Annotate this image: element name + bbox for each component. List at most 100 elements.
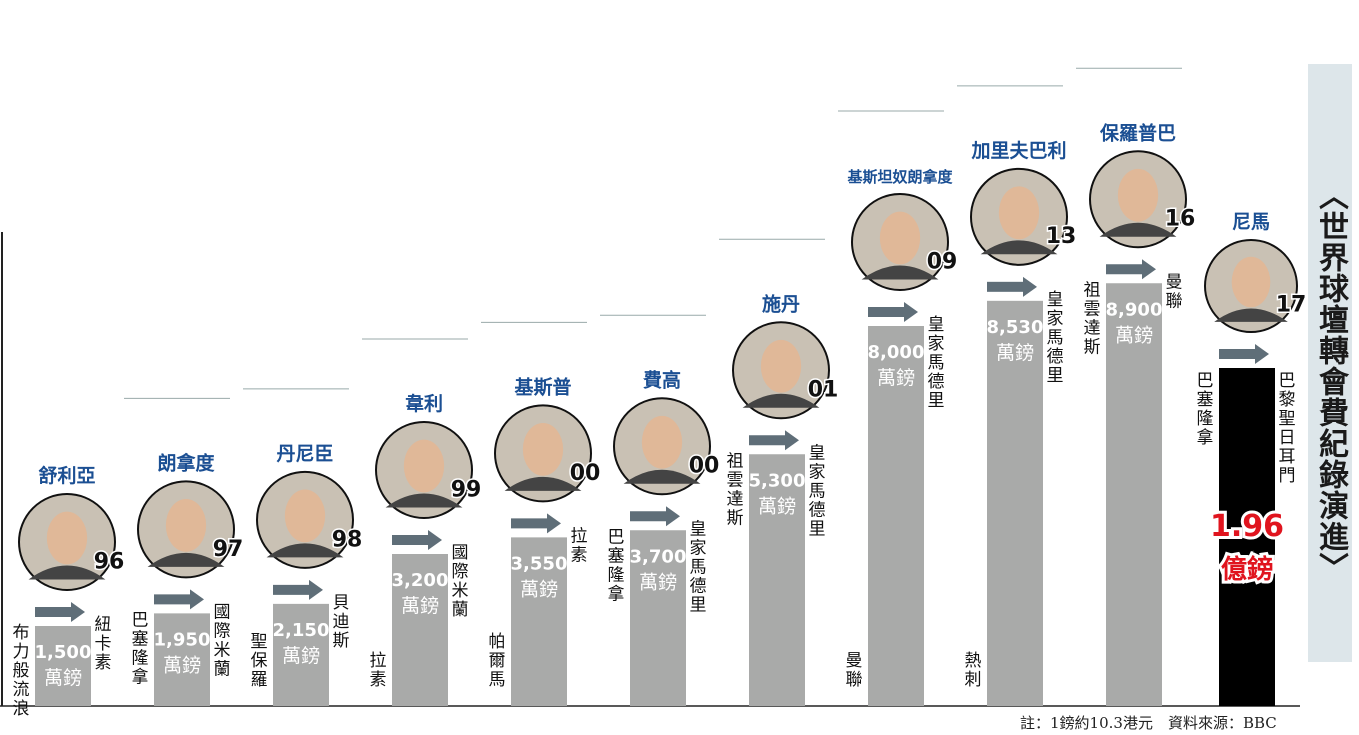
transfer-arrow bbox=[630, 511, 666, 522]
player-face bbox=[165, 498, 207, 552]
to-club: 拉素 bbox=[571, 526, 588, 565]
to-club: 國際米蘭 bbox=[214, 602, 231, 679]
from-club: 聖保羅 bbox=[251, 632, 268, 690]
player-shoulders bbox=[980, 240, 1058, 255]
transfer-arrow bbox=[987, 281, 1023, 292]
year-label: 97 bbox=[213, 537, 244, 562]
value-label: 3,700 bbox=[630, 546, 687, 567]
bar bbox=[1106, 283, 1162, 706]
player-face bbox=[403, 439, 445, 493]
from-club: 布力般流浪 bbox=[13, 623, 30, 719]
player-shoulders bbox=[1214, 308, 1288, 322]
year-label: 01 bbox=[808, 378, 839, 403]
year-label: 17 bbox=[1276, 292, 1307, 317]
to-club: 巴黎聖日耳門 bbox=[1279, 371, 1296, 486]
transfer-arrow-head bbox=[666, 506, 680, 527]
player-name: 加里夫巴利 bbox=[970, 140, 1066, 162]
value-label: 8,900 bbox=[1106, 299, 1163, 320]
to-club: 皇家馬德里 bbox=[809, 443, 826, 539]
transfer-arrow bbox=[749, 435, 785, 446]
player-face bbox=[760, 339, 802, 393]
bar bbox=[511, 537, 567, 706]
transfer-arrow-head bbox=[428, 530, 442, 550]
player-shoulders bbox=[266, 543, 344, 558]
transfer-arrow bbox=[392, 535, 428, 545]
to-club: 皇家馬德里 bbox=[690, 519, 707, 615]
player-face bbox=[284, 489, 326, 543]
transfer-arrow-head bbox=[547, 513, 561, 534]
transfer-arrow bbox=[1106, 264, 1142, 275]
player-name: 丹尼臣 bbox=[276, 443, 333, 465]
from-club: 曼聯 bbox=[846, 651, 863, 690]
transfer-arrow-head bbox=[1023, 276, 1037, 297]
from-club: 祖雲達斯 bbox=[1084, 280, 1101, 357]
value-unit: 萬鎊 bbox=[758, 495, 796, 517]
from-club: 拉素 bbox=[370, 651, 387, 690]
year-label: 13 bbox=[1046, 224, 1077, 249]
transfer-arrow-head bbox=[309, 579, 323, 600]
player-name: 尼馬 bbox=[1232, 211, 1270, 233]
player-shoulders bbox=[504, 476, 582, 491]
player-face bbox=[46, 511, 88, 565]
value-label: 3,550 bbox=[511, 553, 568, 574]
value-label: 1.96 bbox=[1210, 509, 1284, 544]
value-unit: 萬鎊 bbox=[639, 571, 677, 593]
value-unit: 萬鎊 bbox=[163, 654, 201, 676]
year-label: 98 bbox=[332, 527, 363, 552]
to-club: 貝迪斯 bbox=[333, 593, 350, 651]
from-club: 巴塞隆拿 bbox=[1197, 371, 1214, 448]
from-club: 帕爾馬 bbox=[489, 632, 506, 690]
bar bbox=[35, 626, 91, 706]
player-face bbox=[522, 422, 564, 476]
value-label: 1,950 bbox=[154, 629, 211, 650]
to-club: 紐卡素 bbox=[95, 615, 112, 673]
value-label: 2,150 bbox=[273, 620, 330, 641]
value-label: 8,000 bbox=[868, 342, 925, 363]
transfer-arrow-head bbox=[785, 430, 799, 451]
value-unit: 萬鎊 bbox=[282, 645, 320, 667]
transfer-arrow bbox=[154, 594, 190, 605]
value-label: 8,530 bbox=[987, 317, 1044, 338]
from-club: 巴塞隆拿 bbox=[132, 610, 149, 687]
bar bbox=[630, 530, 686, 706]
from-club: 熱刺 bbox=[965, 651, 982, 690]
bar bbox=[392, 554, 448, 706]
value-unit: 萬鎊 bbox=[1115, 324, 1153, 346]
player-face bbox=[879, 211, 921, 265]
value-unit: 萬鎊 bbox=[401, 595, 439, 617]
player-shoulders bbox=[147, 552, 225, 567]
player-name: 韋利 bbox=[405, 392, 443, 415]
from-club: 祖雲達斯 bbox=[727, 451, 744, 528]
transfer-arrow-head bbox=[71, 602, 85, 622]
transfer-arrow-head bbox=[190, 589, 204, 610]
player-face bbox=[641, 415, 683, 469]
player-shoulders bbox=[742, 393, 820, 408]
year-label: 96 bbox=[94, 549, 125, 574]
year-label: 09 bbox=[927, 249, 958, 274]
player-face bbox=[1117, 168, 1159, 222]
year-label: 99 bbox=[451, 477, 482, 502]
to-club: 皇家馬德里 bbox=[928, 315, 945, 411]
year-label: 16 bbox=[1165, 207, 1196, 232]
transfer-arrow bbox=[868, 307, 904, 317]
bar bbox=[154, 613, 210, 706]
player-name: 舒利亞 bbox=[38, 464, 95, 487]
transfer-arrow-head bbox=[904, 302, 918, 322]
year-label: 00 bbox=[689, 454, 720, 479]
player-shoulders bbox=[861, 265, 939, 280]
player-name: 保羅普巴 bbox=[1099, 121, 1176, 144]
transfer-arrow bbox=[273, 584, 309, 595]
bar bbox=[987, 300, 1043, 706]
value-label: 5,300 bbox=[749, 470, 806, 491]
player-shoulders bbox=[28, 565, 106, 580]
transfer-arrow bbox=[1219, 349, 1255, 359]
player-name: 朗拿度 bbox=[157, 451, 215, 474]
player-name: 基斯普 bbox=[513, 375, 571, 398]
to-club: 皇家馬德里 bbox=[1047, 290, 1064, 386]
value-label: 1,500 bbox=[35, 642, 92, 663]
value-unit: 億鎊 bbox=[1221, 554, 1273, 585]
from-club: 巴塞隆拿 bbox=[608, 527, 625, 604]
player-name: 基斯坦奴朗拿度 bbox=[846, 168, 953, 186]
player-shoulders bbox=[1099, 222, 1177, 237]
transfer-arrow bbox=[511, 518, 547, 529]
